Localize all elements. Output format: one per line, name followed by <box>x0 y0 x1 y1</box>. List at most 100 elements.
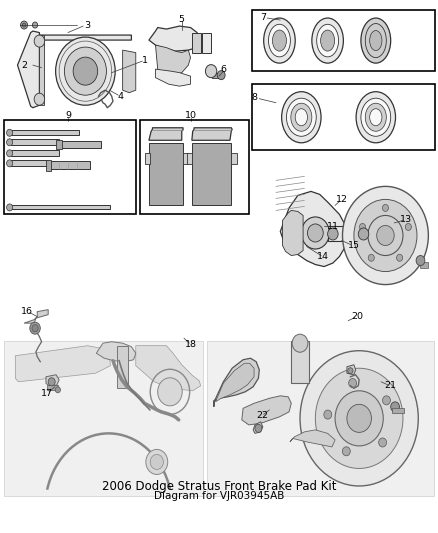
Bar <box>47 385 58 390</box>
Circle shape <box>32 325 38 332</box>
Circle shape <box>391 402 399 412</box>
Polygon shape <box>283 211 303 255</box>
Polygon shape <box>56 140 62 149</box>
Bar <box>192 33 201 53</box>
Circle shape <box>396 254 403 261</box>
Text: 6: 6 <box>220 64 226 74</box>
Circle shape <box>255 424 262 432</box>
Circle shape <box>205 64 217 78</box>
Polygon shape <box>290 430 335 447</box>
Bar <box>140 120 249 214</box>
Circle shape <box>7 160 13 167</box>
Bar <box>11 160 48 166</box>
Circle shape <box>328 228 338 240</box>
Circle shape <box>405 223 411 230</box>
Bar <box>149 143 183 205</box>
Text: 9: 9 <box>65 111 71 120</box>
Text: 16: 16 <box>21 307 33 316</box>
Bar <box>328 227 371 241</box>
Polygon shape <box>347 365 356 375</box>
Text: 2006 Dodge Stratus Front Brake Pad Kit: 2006 Dodge Stratus Front Brake Pad Kit <box>102 480 336 494</box>
Polygon shape <box>18 31 131 108</box>
Text: 5: 5 <box>179 14 185 23</box>
Text: 13: 13 <box>400 215 413 224</box>
Circle shape <box>22 23 26 27</box>
Circle shape <box>335 391 383 446</box>
Bar <box>420 262 428 268</box>
Bar <box>11 130 79 135</box>
Bar <box>231 154 237 164</box>
Ellipse shape <box>312 18 343 63</box>
Polygon shape <box>123 50 136 93</box>
Polygon shape <box>46 375 59 387</box>
Circle shape <box>368 215 403 255</box>
Ellipse shape <box>365 103 386 131</box>
Text: 11: 11 <box>327 222 339 231</box>
Bar <box>202 33 211 53</box>
Ellipse shape <box>286 98 316 136</box>
Text: 18: 18 <box>184 340 197 349</box>
Circle shape <box>315 368 403 469</box>
Circle shape <box>7 150 13 157</box>
Ellipse shape <box>321 30 335 51</box>
Text: 1: 1 <box>141 55 148 64</box>
Circle shape <box>7 130 13 136</box>
Circle shape <box>158 378 182 406</box>
Circle shape <box>379 438 387 447</box>
Text: 3: 3 <box>85 21 91 29</box>
Circle shape <box>73 57 98 85</box>
Circle shape <box>30 322 40 334</box>
Ellipse shape <box>365 23 386 58</box>
Bar <box>4 120 136 214</box>
Bar <box>61 141 101 148</box>
Polygon shape <box>46 160 51 171</box>
Text: 4: 4 <box>117 92 124 101</box>
Circle shape <box>150 455 163 470</box>
Text: 8: 8 <box>251 93 257 102</box>
Circle shape <box>416 255 425 265</box>
Polygon shape <box>149 26 199 51</box>
Circle shape <box>300 351 418 486</box>
Circle shape <box>382 205 389 212</box>
Bar <box>187 154 192 164</box>
Polygon shape <box>149 128 183 140</box>
Circle shape <box>64 47 106 95</box>
Bar <box>183 154 188 164</box>
Circle shape <box>358 228 369 240</box>
Circle shape <box>292 334 308 352</box>
Circle shape <box>146 449 168 474</box>
Text: 14: 14 <box>317 252 329 261</box>
Text: 10: 10 <box>184 111 197 120</box>
Ellipse shape <box>272 30 286 51</box>
Polygon shape <box>280 191 346 266</box>
Polygon shape <box>155 45 191 76</box>
Ellipse shape <box>370 109 382 126</box>
Circle shape <box>301 217 329 249</box>
Circle shape <box>348 368 353 374</box>
Bar <box>4 341 203 496</box>
Polygon shape <box>253 422 263 433</box>
Circle shape <box>354 199 417 271</box>
Bar <box>252 84 435 150</box>
Bar <box>145 154 150 164</box>
Polygon shape <box>214 358 259 407</box>
Ellipse shape <box>317 25 339 57</box>
Bar <box>207 341 434 496</box>
Ellipse shape <box>295 109 307 126</box>
Ellipse shape <box>361 18 391 63</box>
Bar <box>192 143 231 205</box>
Bar <box>50 161 90 169</box>
Circle shape <box>48 378 55 386</box>
Bar <box>11 150 59 156</box>
Circle shape <box>368 254 374 261</box>
Polygon shape <box>136 346 201 391</box>
Bar <box>291 341 309 383</box>
Polygon shape <box>15 346 110 382</box>
Text: 21: 21 <box>385 381 397 390</box>
Circle shape <box>55 387 60 393</box>
Circle shape <box>360 223 366 230</box>
Polygon shape <box>215 364 254 402</box>
Ellipse shape <box>268 25 290 57</box>
Circle shape <box>349 378 357 387</box>
Ellipse shape <box>291 103 312 131</box>
